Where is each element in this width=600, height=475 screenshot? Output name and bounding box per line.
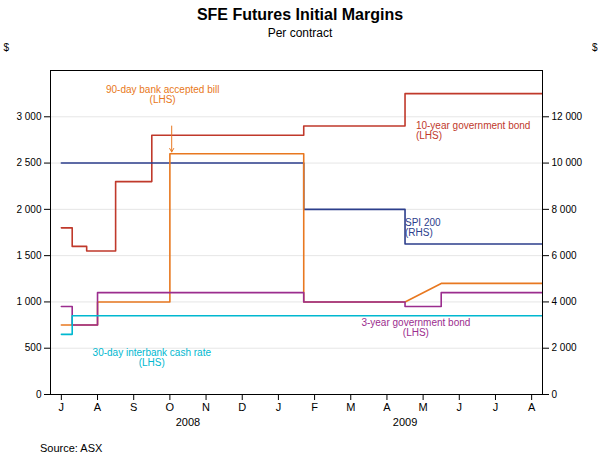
html-text:SFE Futures Initial Margins: SFE Futures Initial Margins [196,6,404,23]
svg-text:3-year government bond(LHS): 3-year government bond(LHS) [361,317,470,338]
svg-text:SPI 200(RHS): SPI 200(RHS) [405,217,441,238]
svg-text:M: M [346,401,355,413]
svg-text:90-day bank accepted bill(LHS): 90-day bank accepted bill(LHS) [106,84,219,105]
svg-text:A: A [94,401,102,413]
svg-text:0: 0 [552,389,558,400]
svg-text:F: F [311,401,318,413]
svg-text:$: $ [4,42,10,53]
svg-text:M: M [419,401,428,413]
svg-text:500: 500 [25,342,42,353]
svg-text:1 500: 1 500 [16,250,41,261]
svg-text:12 000: 12 000 [552,111,583,122]
svg-text:2 000: 2 000 [16,204,41,215]
svg-text:D: D [238,401,246,413]
svg-text:10 000: 10 000 [552,157,583,168]
svg-text:J: J [276,401,282,413]
svg-text:A: A [383,401,391,413]
svg-text:30-day interbank cash rate(LHS: 30-day interbank cash rate(LHS) [93,347,212,368]
svg-text:N: N [202,401,210,413]
svg-text:J: J [457,401,463,413]
svg-text:A: A [528,401,536,413]
svg-text:6 000: 6 000 [552,250,577,261]
svg-text:1 000: 1 000 [16,296,41,307]
svg-text:2 500: 2 500 [16,157,41,168]
html-text:Source: ASX: Source: ASX [40,442,103,454]
svg-text:0: 0 [36,389,42,400]
svg-text:S: S [130,401,137,413]
svg-text:3 000: 3 000 [16,111,41,122]
svg-text:2008: 2008 [176,416,200,428]
html-text:Per contract: Per contract [267,26,333,40]
svg-text:J: J [59,401,64,413]
svg-text:2 000: 2 000 [552,342,577,353]
svg-text:2009: 2009 [393,416,417,428]
svg-text:O: O [166,401,175,413]
svg-text:10-year government bond(LHS): 10-year government bond(LHS) [416,120,531,141]
svg-text:$: $ [592,42,598,53]
svg-text:8 000: 8 000 [552,204,577,215]
svg-text:J: J [493,401,499,413]
svg-text:4 000: 4 000 [552,296,577,307]
